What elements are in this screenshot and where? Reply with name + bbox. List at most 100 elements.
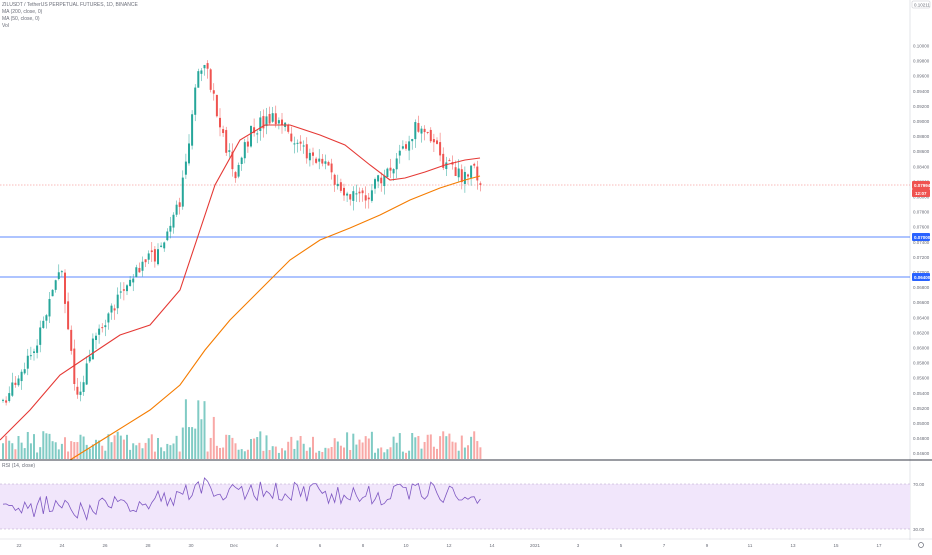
candle-body bbox=[271, 113, 274, 122]
price-tick-label: 0.09400 bbox=[913, 89, 930, 94]
volume-bar bbox=[349, 449, 352, 459]
candle-body bbox=[95, 335, 97, 340]
candle-body bbox=[423, 128, 426, 133]
candle-body bbox=[42, 320, 45, 328]
volume-bar bbox=[26, 431, 29, 459]
ma-200-line[interactable] bbox=[69, 175, 481, 461]
volume-bar bbox=[333, 438, 336, 459]
candle-body bbox=[377, 175, 380, 182]
ma-200-legend[interactable]: MA (200, close, 0) bbox=[2, 9, 43, 15]
volume-bar bbox=[293, 448, 296, 459]
volume-bar bbox=[405, 452, 407, 459]
time-tick-label: 14 bbox=[489, 543, 495, 548]
ma-50-legend[interactable]: MA (50, close, 0) bbox=[2, 16, 40, 22]
volume-bar bbox=[277, 452, 280, 459]
time-axis-ticks[interactable]: 22 24 26 28 30 Dec 4 6 8 10 12 14 2021 3 5 7 9 11 13 15 17 bbox=[16, 543, 882, 548]
price-tick-label: 0.05800 bbox=[913, 361, 930, 366]
candle-body bbox=[64, 272, 66, 304]
candle-body bbox=[98, 328, 101, 335]
candle-body bbox=[181, 177, 184, 207]
time-tick-label: 12 bbox=[446, 543, 452, 548]
price-pane[interactable] bbox=[0, 0, 910, 460]
volume-bar bbox=[330, 446, 333, 459]
candle-body bbox=[60, 271, 63, 273]
volume-bar bbox=[144, 442, 147, 459]
candle-body bbox=[79, 391, 82, 395]
candle-body bbox=[26, 355, 29, 369]
volume-bar bbox=[51, 441, 54, 459]
candle-body bbox=[23, 369, 26, 374]
candle-body bbox=[324, 161, 327, 164]
volume-bar bbox=[234, 443, 237, 459]
volume-bar bbox=[219, 447, 221, 459]
volume-bar bbox=[256, 437, 259, 459]
candle-body bbox=[426, 131, 429, 133]
volume-bar bbox=[76, 442, 79, 459]
volume-bar bbox=[169, 445, 172, 459]
volume-bar bbox=[361, 442, 364, 459]
candle-body bbox=[343, 187, 345, 196]
price-axis-ticks: 0.10000 0.09800 0.09600 0.09400 0.09200 0.090… bbox=[913, 44, 930, 457]
candle-body bbox=[144, 259, 147, 263]
candle-body bbox=[197, 71, 200, 88]
volume-bar bbox=[377, 448, 380, 459]
candle-body bbox=[305, 144, 308, 159]
time-tick-label: 2021 bbox=[530, 543, 541, 548]
volume-bar bbox=[82, 436, 85, 459]
price-tick-label: 0.08800 bbox=[913, 134, 930, 139]
candle-body bbox=[448, 160, 451, 162]
candle-body bbox=[296, 142, 299, 144]
candle-body bbox=[318, 158, 321, 162]
volume-bar bbox=[380, 447, 383, 459]
volume-bar bbox=[225, 434, 228, 459]
volume-bar bbox=[374, 452, 376, 459]
top-price-tag bbox=[911, 0, 931, 9]
rsi-legend[interactable]: RSI (14, close) bbox=[2, 463, 36, 469]
volume-legend[interactable]: Vol bbox=[2, 23, 9, 29]
candle-body bbox=[414, 122, 417, 140]
candle-body bbox=[169, 225, 172, 232]
candle-body bbox=[5, 400, 8, 403]
volume-bar bbox=[457, 450, 460, 459]
candle-body bbox=[454, 167, 457, 177]
volume-bar bbox=[346, 432, 349, 459]
volume-bar bbox=[116, 431, 119, 459]
volume-bar bbox=[250, 438, 252, 459]
rsi-line[interactable] bbox=[2, 477, 481, 522]
price-tick-label: 0.10000 bbox=[913, 44, 930, 49]
candle-body bbox=[212, 90, 215, 94]
candle-body bbox=[476, 166, 479, 181]
price-tick-label: 0.09800 bbox=[913, 59, 930, 64]
volume-bar bbox=[429, 434, 432, 459]
volume-bar bbox=[163, 451, 166, 459]
time-tick-label: 7 bbox=[663, 543, 666, 548]
volume-bar bbox=[386, 449, 389, 459]
candle-body bbox=[442, 153, 445, 168]
candle-body bbox=[157, 249, 159, 265]
candle-body bbox=[234, 172, 237, 179]
volume-bar bbox=[29, 443, 32, 459]
volume-bar bbox=[287, 441, 290, 459]
volume-bar bbox=[181, 427, 184, 459]
candle-body bbox=[188, 143, 190, 164]
volume-bar bbox=[259, 431, 262, 459]
candle-body bbox=[153, 249, 156, 262]
candle-body bbox=[253, 127, 256, 134]
volume-bar bbox=[42, 431, 45, 459]
price-tick-label: 0.08400 bbox=[913, 164, 930, 169]
time-tick-label: 13 bbox=[790, 543, 796, 548]
gear-icon[interactable] bbox=[918, 542, 924, 548]
candle-body bbox=[346, 193, 349, 196]
volume-bar bbox=[88, 448, 91, 459]
ma-50-line[interactable] bbox=[0, 124, 481, 441]
volume-bar bbox=[194, 428, 197, 459]
rsi-band bbox=[0, 484, 910, 529]
candle-body bbox=[308, 152, 311, 161]
candle-body bbox=[33, 351, 35, 353]
volume-bar bbox=[408, 450, 411, 459]
candle-body bbox=[460, 169, 463, 183]
candle-body bbox=[101, 327, 104, 329]
volume-bar bbox=[284, 450, 287, 459]
